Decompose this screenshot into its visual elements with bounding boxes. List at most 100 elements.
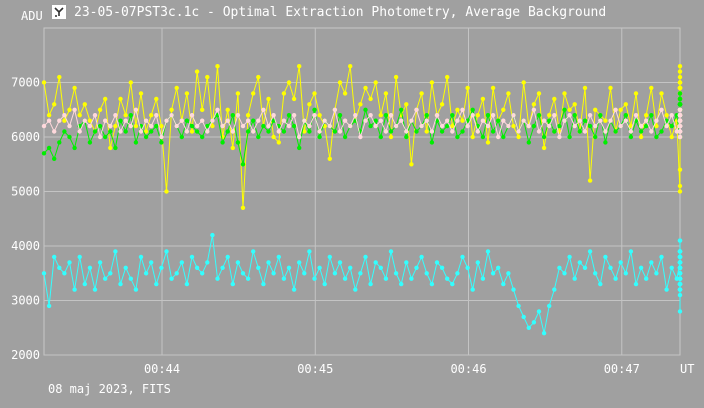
data-point — [521, 118, 526, 123]
data-point — [363, 85, 368, 91]
data-point — [108, 123, 113, 129]
data-point — [475, 260, 480, 265]
data-point — [72, 107, 77, 113]
data-point — [429, 140, 435, 145]
data-point — [297, 145, 302, 151]
series-cyan — [41, 232, 683, 336]
data-point — [669, 134, 674, 140]
data-point — [677, 69, 683, 74]
data-point — [184, 129, 190, 134]
data-point — [378, 134, 383, 140]
data-point — [353, 113, 358, 118]
data-point — [582, 118, 588, 123]
data-point — [337, 113, 343, 118]
data-point — [113, 249, 118, 254]
data-point — [245, 276, 251, 281]
data-point — [490, 85, 496, 91]
data-point — [623, 113, 628, 118]
data-point — [113, 145, 118, 151]
data-point — [608, 265, 613, 270]
data-point — [677, 183, 683, 189]
data-point — [547, 303, 552, 309]
data-point — [618, 260, 623, 265]
data-point — [205, 129, 210, 134]
data-point — [220, 140, 225, 145]
data-point — [317, 113, 322, 118]
data-point — [677, 271, 683, 276]
data-point — [378, 113, 383, 118]
data-point — [138, 129, 144, 134]
data-point — [281, 91, 287, 96]
data-point — [404, 102, 409, 107]
data-point — [562, 271, 567, 276]
data-point — [291, 123, 297, 129]
data-point — [205, 260, 210, 265]
data-point — [547, 118, 552, 123]
data-point — [470, 107, 475, 113]
data-point — [526, 140, 531, 145]
data-point — [439, 129, 445, 134]
data-point — [123, 113, 128, 118]
data-point — [572, 113, 577, 118]
data-point — [638, 134, 644, 140]
data-point — [297, 134, 302, 140]
data-point — [419, 254, 424, 260]
data-point — [633, 281, 639, 287]
data-point — [82, 118, 88, 123]
data-point — [460, 129, 465, 134]
data-point — [240, 205, 246, 210]
data-point — [317, 129, 322, 134]
data-point — [113, 113, 118, 118]
data-point — [302, 129, 307, 134]
data-point — [603, 129, 608, 134]
data-point — [363, 254, 368, 260]
data-point — [46, 113, 52, 118]
data-point — [450, 129, 455, 134]
data-point — [312, 91, 317, 96]
data-point — [501, 134, 506, 140]
data-point — [286, 265, 292, 270]
data-point — [62, 118, 67, 123]
data-point — [118, 281, 123, 287]
y-tick-label: 6000 — [11, 130, 40, 144]
data-point — [501, 107, 506, 113]
data-point — [664, 287, 669, 292]
data-point — [460, 118, 465, 123]
data-point — [194, 123, 200, 129]
data-point — [434, 260, 440, 265]
data-point — [577, 260, 582, 265]
data-point — [659, 129, 664, 134]
data-point — [46, 118, 52, 123]
data-point — [633, 113, 639, 118]
y-axis-label: ADU — [21, 9, 43, 23]
data-point — [143, 129, 149, 134]
data-point — [266, 129, 271, 134]
data-point — [516, 134, 521, 140]
data-point — [281, 129, 287, 134]
data-point — [108, 271, 113, 276]
data-point — [297, 63, 302, 69]
data-point — [536, 309, 542, 314]
data-point — [439, 102, 445, 107]
data-point — [654, 134, 659, 140]
data-point — [485, 249, 491, 254]
data-point — [108, 129, 113, 134]
data-point — [363, 107, 368, 113]
series-pink — [41, 107, 683, 140]
data-point — [531, 107, 537, 113]
data-point — [608, 85, 613, 91]
data-point — [470, 113, 475, 118]
data-point — [582, 85, 588, 91]
data-point — [547, 123, 552, 129]
y-tick-label: 3000 — [11, 294, 40, 308]
data-point — [128, 123, 133, 129]
data-point — [677, 238, 683, 243]
data-point — [373, 80, 378, 85]
data-point — [235, 260, 241, 265]
data-point — [266, 123, 271, 129]
data-point — [154, 123, 159, 129]
data-point — [445, 123, 450, 129]
data-point — [593, 107, 598, 113]
data-point — [628, 134, 634, 140]
data-point — [404, 260, 409, 265]
